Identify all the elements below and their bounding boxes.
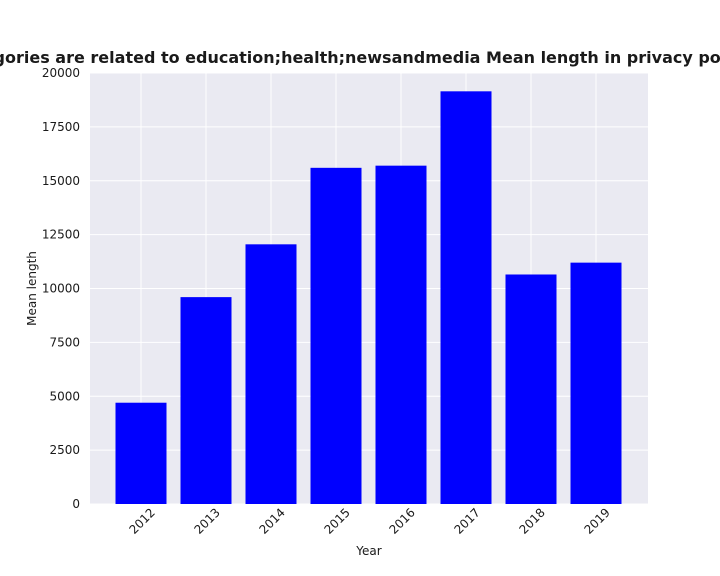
y-tick-label: 2500 <box>49 443 80 457</box>
y-tick-label: 0 <box>72 497 80 511</box>
y-axis-label: Mean length <box>25 251 39 326</box>
x-tick-label: 2018 <box>516 505 547 536</box>
y-tick-labels: 0 2500 5000 7500 10000 12500 15000 17500 20000 <box>42 66 80 511</box>
x-tick-label: 2016 <box>386 505 417 536</box>
x-tick-label: 2017 <box>451 505 482 536</box>
bars <box>115 91 622 505</box>
bar-2012 <box>115 402 167 504</box>
bar-2013 <box>180 297 232 504</box>
bar-2015 <box>310 167 362 504</box>
x-tick-label: 2012 <box>126 505 157 536</box>
x-tick-label: 2015 <box>321 505 352 536</box>
y-tick-label: 10000 <box>42 282 80 296</box>
bar-2017 <box>440 91 492 504</box>
x-tick-label: 2013 <box>191 505 222 536</box>
x-tick-label: 2014 <box>256 505 287 536</box>
y-tick-label: 12500 <box>42 228 80 242</box>
chart-title: When categories are related to education… <box>0 48 720 67</box>
y-tick-label: 15000 <box>42 174 80 188</box>
x-tick-labels: 2012 2013 2014 2015 2016 2017 2018 2019 <box>126 505 612 536</box>
x-axis-label: Year <box>355 544 381 558</box>
y-tick-label: 7500 <box>49 335 80 349</box>
x-tick-label: 2019 <box>581 505 612 536</box>
bar-2014 <box>245 244 297 504</box>
y-tick-label: 20000 <box>42 66 80 80</box>
y-tick-label: 5000 <box>49 389 80 403</box>
bar-2019 <box>570 262 622 504</box>
bar-2016 <box>375 165 427 505</box>
y-tick-label: 17500 <box>42 120 80 134</box>
bar-2018 <box>505 274 557 504</box>
